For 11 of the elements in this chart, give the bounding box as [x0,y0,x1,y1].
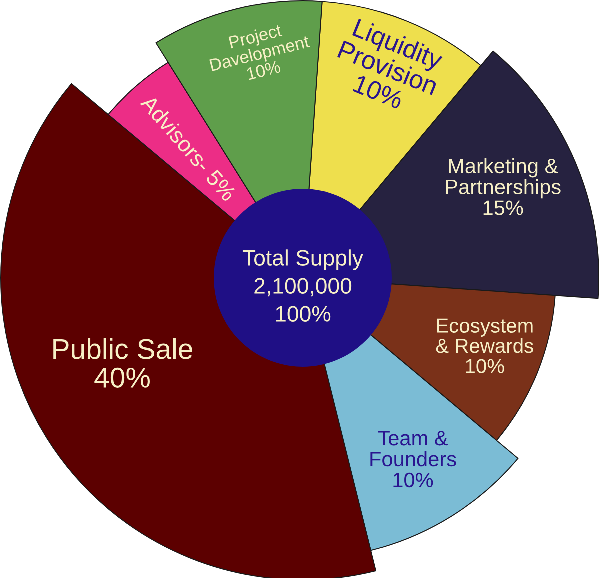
text: 2,100,000 [254,278,352,297]
slice-label: Team & Founders [370,431,456,467]
data-label: 10% [394,472,434,488]
data-label: 15% [484,200,524,216]
slice-label: Marketing & Partnerships [446,158,561,199]
slice-label: Ecosystem & Rewards [436,318,534,354]
slice-label: Public Sale [54,338,192,360]
data-label: 10% [466,359,504,374]
text: Total Supply [242,250,364,270]
text: 100% [276,306,331,322]
data-label: 40% [94,368,150,388]
